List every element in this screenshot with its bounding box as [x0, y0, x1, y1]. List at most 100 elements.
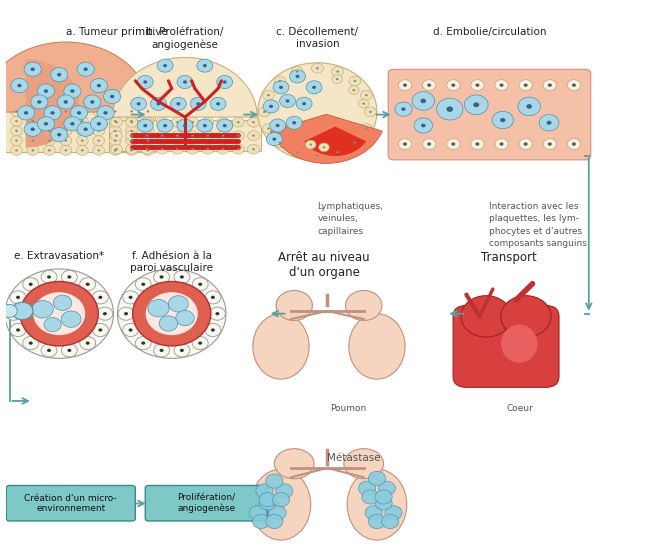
Circle shape [572, 84, 576, 87]
Circle shape [81, 120, 84, 122]
Circle shape [302, 102, 306, 105]
Circle shape [32, 139, 34, 142]
Ellipse shape [501, 325, 537, 363]
Circle shape [519, 80, 532, 90]
Circle shape [114, 110, 117, 112]
Circle shape [27, 126, 39, 136]
Circle shape [354, 142, 356, 144]
Circle shape [544, 80, 556, 90]
Circle shape [191, 98, 206, 110]
Circle shape [97, 122, 101, 126]
Circle shape [252, 515, 270, 528]
Circle shape [382, 515, 399, 528]
Circle shape [305, 141, 316, 149]
Circle shape [130, 134, 133, 137]
Circle shape [259, 493, 276, 507]
Circle shape [197, 59, 213, 72]
Circle shape [141, 117, 153, 127]
Circle shape [274, 138, 286, 148]
Wedge shape [0, 42, 151, 112]
Circle shape [548, 142, 552, 145]
Circle shape [262, 90, 274, 100]
Circle shape [147, 149, 150, 152]
Circle shape [395, 102, 412, 116]
Circle shape [97, 84, 101, 88]
Circle shape [125, 136, 138, 145]
Circle shape [336, 71, 339, 73]
Circle shape [399, 80, 411, 90]
Circle shape [44, 106, 61, 120]
Circle shape [47, 276, 51, 279]
Circle shape [210, 98, 226, 110]
Circle shape [270, 119, 286, 132]
Circle shape [11, 302, 33, 320]
Circle shape [11, 126, 22, 136]
Circle shape [76, 145, 88, 155]
Circle shape [125, 145, 138, 155]
Circle shape [109, 145, 121, 155]
Circle shape [103, 111, 107, 115]
Circle shape [111, 144, 122, 154]
Circle shape [141, 131, 153, 141]
Wedge shape [270, 114, 382, 164]
Circle shape [130, 130, 133, 132]
Circle shape [142, 106, 154, 116]
Circle shape [130, 148, 133, 150]
Text: b. Proléfration/
angiogenèse: b. Proléfration/ angiogenèse [146, 28, 223, 50]
Circle shape [24, 111, 28, 115]
Circle shape [29, 342, 33, 345]
Circle shape [133, 282, 211, 346]
Circle shape [114, 139, 117, 142]
FancyBboxPatch shape [6, 485, 136, 521]
FancyBboxPatch shape [109, 120, 261, 151]
Circle shape [248, 144, 260, 154]
Ellipse shape [253, 314, 309, 379]
Circle shape [77, 111, 81, 115]
Circle shape [11, 116, 22, 126]
Circle shape [81, 149, 84, 152]
Circle shape [349, 138, 361, 148]
Circle shape [103, 89, 121, 104]
Circle shape [37, 100, 42, 104]
Circle shape [48, 149, 51, 152]
Circle shape [123, 323, 138, 337]
Circle shape [130, 121, 133, 123]
Circle shape [38, 117, 54, 131]
Circle shape [217, 117, 229, 127]
Circle shape [191, 134, 194, 137]
Circle shape [93, 145, 105, 155]
Circle shape [64, 120, 67, 122]
Circle shape [97, 149, 100, 152]
Circle shape [47, 349, 51, 352]
Circle shape [365, 506, 382, 520]
Circle shape [97, 120, 100, 122]
Circle shape [142, 126, 154, 136]
Circle shape [518, 97, 540, 116]
Circle shape [84, 95, 101, 109]
Circle shape [176, 148, 178, 150]
Circle shape [421, 99, 426, 103]
Circle shape [207, 134, 209, 137]
Circle shape [15, 139, 18, 142]
Circle shape [399, 139, 411, 149]
Circle shape [232, 131, 244, 141]
Circle shape [369, 111, 372, 113]
Circle shape [0, 126, 6, 136]
Circle shape [248, 131, 260, 141]
Circle shape [80, 278, 96, 291]
Circle shape [60, 126, 72, 136]
Circle shape [125, 131, 138, 141]
Text: Lymphatiques,
veinules,
capillaires: Lymphatiques, veinules, capillaires [317, 202, 383, 236]
Circle shape [11, 136, 22, 145]
Circle shape [1, 304, 17, 317]
Circle shape [336, 78, 339, 80]
FancyBboxPatch shape [389, 69, 590, 160]
Circle shape [157, 59, 173, 72]
Circle shape [130, 120, 133, 122]
Circle shape [539, 115, 559, 131]
Circle shape [146, 134, 148, 137]
Circle shape [15, 130, 18, 132]
Circle shape [421, 123, 425, 127]
Circle shape [572, 142, 576, 145]
Circle shape [142, 145, 154, 155]
